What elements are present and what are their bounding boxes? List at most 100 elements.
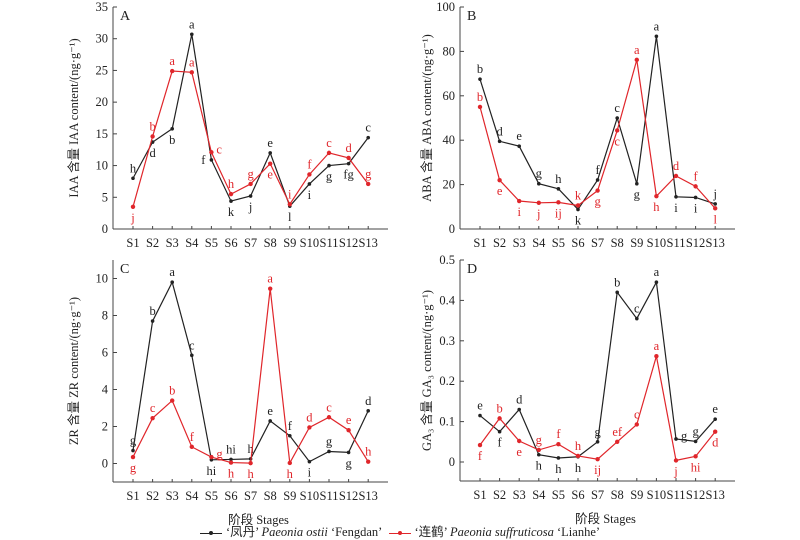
panel-d-lianhe-point bbox=[575, 453, 581, 459]
panel-b-fengdan-point bbox=[595, 178, 600, 182]
panel-d-fengdan-significance-label: g bbox=[594, 425, 601, 439]
panel-b-x-tick-label: S5 bbox=[552, 236, 565, 250]
panel-b-fengdan-point bbox=[537, 181, 541, 186]
panel-a-fengdan-point bbox=[268, 151, 273, 155]
panel-d-lianhe-significance-label: f bbox=[556, 427, 561, 441]
panel-a-lianhe-point bbox=[366, 181, 371, 187]
panel-d-fengdan-point bbox=[654, 280, 659, 285]
panel-a-fengdan-point bbox=[248, 194, 253, 198]
panel-b-fengdan-significance-label: k bbox=[575, 213, 582, 227]
panel-a-fengdan-significance-label: h bbox=[130, 161, 137, 175]
panel-b-fengdan-significance-label: c bbox=[614, 101, 620, 115]
panel-a-lianhe-significance-label: a bbox=[169, 54, 175, 68]
panel-a-fengdan-point bbox=[190, 32, 194, 37]
panel-b-lianhe-line bbox=[479, 59, 716, 209]
panel-c-lianhe-point bbox=[228, 460, 234, 465]
panel-c-fengdan-significance-label: e bbox=[267, 404, 273, 418]
panel-a-fengdan-point bbox=[346, 161, 351, 166]
panel-c-fengdan-point bbox=[366, 408, 371, 413]
panel-c-x-tick-label: S2 bbox=[146, 489, 159, 503]
panel-d-y-axis-label: GA₃ 含量 GA₃ content/(ng·g⁻¹) bbox=[419, 290, 434, 451]
panel-d-fengdan-point bbox=[713, 417, 717, 421]
panel-b-lianhe-point bbox=[497, 177, 502, 183]
panel-c-lianhe-point bbox=[346, 428, 351, 433]
panel-a-lianhe-significance-label: i bbox=[288, 187, 292, 201]
panel-a-lianhe-point bbox=[209, 150, 214, 155]
panel-b-fengdan-significance-label: i bbox=[674, 201, 678, 215]
panel-b-lianhe-significance-label: c bbox=[614, 134, 620, 148]
legend-item-lianhe: ‘连鹤’ Paeonia suffruticosa ‘Lianhe’ bbox=[388, 525, 600, 539]
panel-b-lianhe-significance-label: i bbox=[517, 205, 521, 219]
panel-d-lianhe-point bbox=[556, 442, 561, 447]
panel-d-fengdan-point bbox=[537, 452, 541, 457]
panel-c-fengdan-point bbox=[268, 419, 273, 423]
panel-b-y-tick-label: 60 bbox=[443, 89, 456, 103]
panel-a-lianhe-point bbox=[130, 204, 136, 209]
panel-c-lianhe-point bbox=[287, 460, 292, 466]
panel-b-fengdan-significance-label: h bbox=[555, 172, 562, 186]
panel-a-lianhe-point bbox=[189, 70, 194, 75]
panel-a-y-tick-label: 35 bbox=[96, 0, 109, 14]
panel-c-lianhe-point bbox=[268, 286, 273, 291]
panel-b-fengdan-significance-label: d bbox=[496, 124, 503, 138]
panel-b-y-tick-label: 40 bbox=[443, 133, 456, 147]
panel-c-x-tick-label: S3 bbox=[166, 489, 179, 503]
panel-c-fengdan-point bbox=[307, 459, 312, 464]
panel-b-y-axis-label: ABA 含量 ABA content/(ng·g⁻¹) bbox=[419, 34, 434, 202]
panel-b-x-tick-label: S8 bbox=[611, 236, 624, 250]
panel-c-fengdan-significance-label: i bbox=[308, 466, 312, 480]
panel-c-x-tick-label: S7 bbox=[244, 489, 257, 503]
panel-a-fengdan-point bbox=[209, 158, 214, 162]
panel-b-fengdan-point bbox=[674, 195, 678, 199]
panel-a-lianhe-significance-label: c bbox=[326, 136, 332, 150]
panel-b-lianhe-significance-label: h bbox=[653, 200, 660, 214]
panel-a-y-tick-label: 5 bbox=[102, 190, 108, 204]
panel-d-y-tick-label: 0.5 bbox=[439, 253, 455, 267]
panel-a-fengdan-significance-label: c bbox=[365, 121, 371, 135]
panel-b-lianhe-significance-label: g bbox=[594, 195, 601, 209]
panel-d-x-tick-label: S3 bbox=[513, 488, 526, 502]
panel-c-lianhe-point bbox=[248, 460, 253, 466]
panel-c-lianhe-line bbox=[132, 288, 369, 465]
panel-d-lianhe-significance-label: g bbox=[536, 433, 543, 447]
panel-a-fengdan-point bbox=[307, 182, 312, 186]
panel-d-fengdan-significance-label: g bbox=[681, 429, 688, 443]
panel-c-lianhe-significance-label: h bbox=[365, 445, 372, 459]
panel-a-lianhe-point bbox=[287, 202, 292, 207]
panel-b-lianhe-significance-label: l bbox=[713, 212, 717, 226]
panel-d-fengdan-significance-label: g bbox=[692, 424, 699, 438]
panel-a-fengdan-significance-label: l bbox=[288, 210, 292, 224]
panel-d-lianhe-point bbox=[673, 458, 679, 463]
panel-a-x-tick-label: S7 bbox=[244, 236, 257, 250]
panel-d-fengdan-significance-label: e bbox=[712, 402, 718, 416]
panel-c-lianhe-significance-label: g bbox=[130, 461, 137, 475]
panel-a-fengdan-point bbox=[327, 163, 331, 168]
panel-a-lianhe-significance-label: d bbox=[345, 141, 352, 155]
panel-b-fengdan-point bbox=[635, 181, 639, 186]
panel-c-fengdan-significance-label: g bbox=[326, 434, 333, 448]
panel-b-fengdan-significance-label: g bbox=[634, 188, 641, 202]
panel-c-fengdan-point bbox=[288, 433, 292, 438]
panel-c-lianhe-point bbox=[209, 454, 214, 460]
panel-b-lianhe-point bbox=[477, 104, 483, 110]
panel-b-lianhe-significance-label: f bbox=[694, 169, 699, 183]
panel-d-fengdan-significance-label: h bbox=[555, 462, 562, 476]
panel-c-x-tick-label: S10 bbox=[300, 489, 319, 503]
panel-a-y-tick-label: 30 bbox=[96, 32, 109, 46]
panel-d-fengdan-point bbox=[595, 440, 600, 444]
panel-a-x-tick-label: S13 bbox=[358, 236, 377, 250]
panel-b-fengdan-significance-label: a bbox=[654, 19, 660, 33]
panel-b-fengdan-line bbox=[479, 36, 716, 211]
panel-d-lianhe-point bbox=[497, 416, 502, 421]
panel-d-fengdan-significance-label: b bbox=[614, 275, 620, 289]
panel-c-lianhe-significance-label: c bbox=[326, 400, 332, 414]
panel-b-fengdan-point bbox=[654, 34, 659, 39]
panel-b-x-tick-label: S13 bbox=[705, 236, 724, 250]
panel-c-lianhe-point bbox=[326, 415, 332, 420]
panel-b-lianhe-significance-label: j bbox=[536, 207, 540, 221]
panel-b-x-tick-label: S7 bbox=[591, 236, 604, 250]
panel-c-lianhe-significance-label: h bbox=[228, 467, 235, 481]
panel-a-fengdan-significance-label: g bbox=[326, 170, 333, 184]
panel-d-label: D bbox=[467, 262, 477, 277]
panel-b-lianhe-point bbox=[556, 200, 561, 205]
